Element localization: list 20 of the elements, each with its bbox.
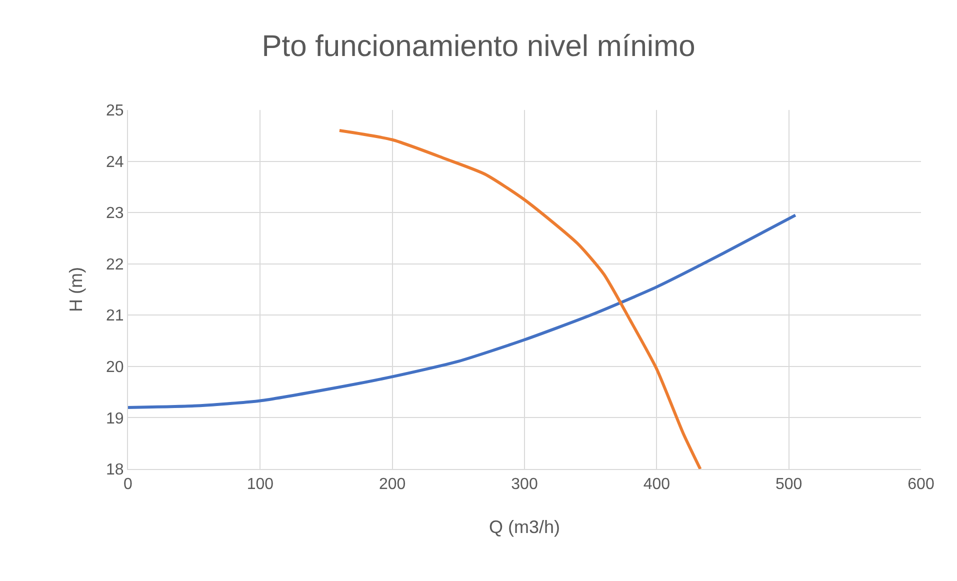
y-axis-title: H (m) [66,267,86,312]
line-series [128,214,797,409]
x-tick-label: 100 [246,476,274,494]
x-tick-label: 400 [643,476,670,494]
x-tick-label: 200 [378,476,406,494]
x-axis-title: Q (m3/h) [488,517,560,537]
y-tick-label: 20 [106,359,124,376]
x-tick-label: 600 [908,476,934,494]
y-tick-label: 22 [106,256,124,274]
y-tick-label: 24 [106,154,124,171]
y-tick-label: 21 [106,308,124,325]
y-tick-label: 25 [106,102,124,120]
line-series [338,129,702,469]
x-tick-label: 300 [511,476,538,494]
y-tick-label: 18 [106,462,124,479]
chart-title: Pto funcionamiento nivel mínimo [262,30,696,63]
x-tick-label: 0 [124,476,133,494]
y-tick-label: 19 [106,410,124,428]
y-tick-label: 23 [106,205,124,222]
x-tick-label: 500 [775,476,802,494]
